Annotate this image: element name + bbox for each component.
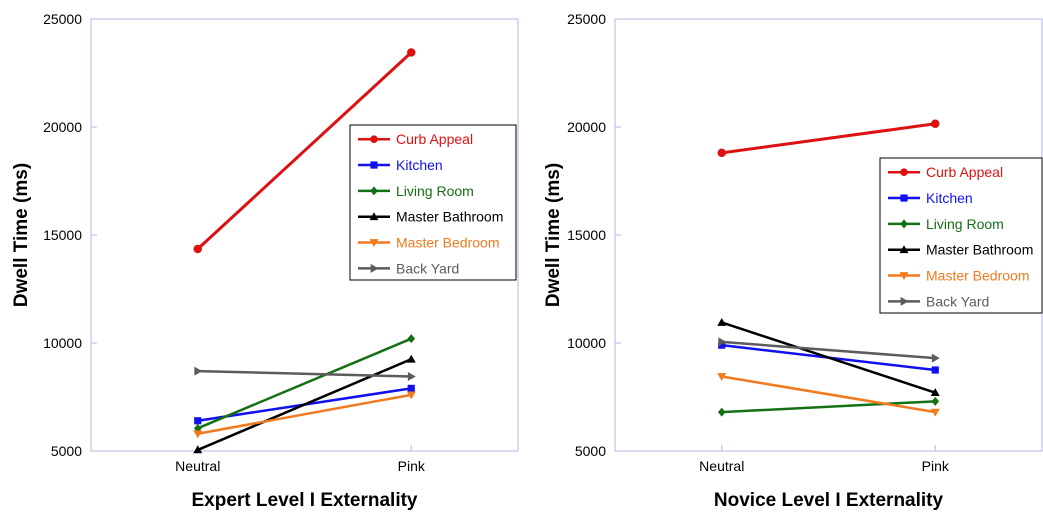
- legend-label-kitchen: Kitchen: [396, 157, 443, 173]
- legend-marker-living-room: [370, 186, 378, 196]
- series-master-bedroom: [193, 391, 416, 439]
- data-point-curb-appeal-neutral: [717, 148, 726, 158]
- series-line-back-yard: [197, 369, 412, 378]
- data-point-curb-appeal-pink: [407, 48, 416, 57]
- y-tick-label: 25000: [567, 11, 606, 27]
- data-point-kitchen-neutral: [718, 341, 726, 349]
- legend-label-back-yard: Back Yard: [926, 293, 989, 309]
- data-point-kitchen-pink: [407, 384, 415, 392]
- series-line-master-bedroom: [721, 375, 936, 414]
- data-point-living-room-pink: [407, 334, 416, 344]
- legend-label-living-room: Living Room: [926, 216, 1004, 232]
- series-master-bathroom: [193, 354, 416, 454]
- series-line-living-room: [721, 400, 936, 414]
- legend-marker-master-bedroom: [899, 272, 909, 281]
- legend-marker-back-yard: [370, 263, 379, 273]
- legend: Curb Appeal Kitchen Living Room Master Bath…: [349, 124, 517, 281]
- legend-marker-living-room: [900, 219, 908, 229]
- data-point-master-bedroom-pink: [930, 408, 940, 417]
- data-point-living-room-neutral: [193, 423, 202, 433]
- data-point-master-bedroom-pink: [406, 391, 416, 400]
- legend-label-curb-appeal: Curb Appeal: [926, 164, 1003, 180]
- y-axis-title: Dwell Time (ms): [543, 163, 564, 307]
- x-tick-label-pink: Pink: [398, 458, 426, 474]
- data-point-living-room-pink: [931, 396, 940, 406]
- legend-label-master-bedroom: Master Bedroom: [396, 235, 499, 251]
- data-point-back-yard-pink: [407, 371, 416, 381]
- legend-label-master-bathroom: Master Bathroom: [926, 242, 1033, 258]
- series-master-bedroom: [717, 373, 940, 417]
- y-tick-label: 10000: [43, 335, 82, 351]
- series-line-master-bathroom: [197, 358, 412, 452]
- x-tick-label-neutral: Neutral: [699, 458, 744, 474]
- y-tick-label: 15000: [567, 227, 606, 243]
- legend-marker-back-yard: [900, 296, 909, 306]
- data-point-kitchen-pink: [931, 366, 939, 374]
- y-tick-label: 15000: [43, 227, 82, 243]
- legend-marker-master-bedroom: [369, 239, 379, 248]
- legend-marker-master-bathroom: [899, 245, 909, 254]
- data-point-back-yard-neutral: [718, 337, 727, 347]
- series-back-yard: [194, 366, 416, 381]
- data-point-curb-appeal-pink: [931, 119, 940, 129]
- legend-marker-curb-appeal: [370, 135, 378, 144]
- data-point-kitchen-neutral: [194, 417, 202, 425]
- data-point-living-room-neutral: [717, 407, 726, 417]
- data-point-curb-appeal-neutral: [193, 244, 202, 254]
- series-line-master-bathroom: [721, 321, 936, 394]
- y-axis-title: Dwell Time (ms): [11, 163, 32, 307]
- legend-label-back-yard: Back Yard: [396, 260, 459, 276]
- data-point-back-yard-pink: [931, 353, 940, 363]
- series-living-room: [717, 396, 940, 417]
- x-axis-title: Novice Level I Externality: [714, 490, 944, 511]
- x-tick-label-neutral: Neutral: [175, 458, 220, 474]
- legend-box: [879, 157, 1043, 314]
- series-line-curb-appeal: [721, 122, 936, 155]
- legend-label-curb-appeal: Curb Appeal: [396, 131, 473, 147]
- legend-marker-kitchen: [900, 194, 908, 202]
- y-tick-label: 20000: [43, 119, 82, 135]
- x-tick-label-pink: Pink: [922, 458, 950, 474]
- series-curb-appeal: [193, 48, 416, 254]
- series-master-bathroom: [717, 317, 940, 397]
- y-tick-label: 10000: [567, 335, 606, 351]
- y-tick-label: 20000: [567, 119, 606, 135]
- data-point-master-bathroom-pink: [406, 354, 416, 363]
- legend-label-kitchen: Kitchen: [926, 190, 973, 206]
- series-line-curb-appeal: [196, 51, 413, 251]
- data-point-master-bathroom-pink: [930, 388, 940, 397]
- legend-marker-kitchen: [370, 161, 378, 169]
- series-line-living-room: [197, 337, 412, 430]
- chart-novice: 5000 10000 15000 20000 25000 Neutral Pink Novic…: [543, 11, 1043, 511]
- data-point-master-bathroom-neutral: [717, 317, 727, 326]
- x-axis-title: Expert Level I Externality: [192, 490, 418, 511]
- series-back-yard: [718, 337, 940, 363]
- data-point-master-bedroom-neutral: [717, 373, 727, 381]
- data-point-master-bedroom-neutral: [193, 430, 203, 439]
- series-line-master-bedroom: [197, 393, 412, 435]
- legend-label-living-room: Living Room: [396, 183, 474, 199]
- legend-label-master-bathroom: Master Bathroom: [396, 209, 503, 225]
- legend-marker-curb-appeal: [900, 168, 908, 177]
- legend: Curb Appeal Kitchen Living Room Master Bath…: [879, 157, 1043, 314]
- series-line-back-yard: [721, 340, 936, 360]
- series-curb-appeal: [717, 119, 940, 158]
- data-point-master-bathroom-neutral: [193, 445, 203, 454]
- data-point-back-yard-neutral: [194, 366, 203, 376]
- legend-label-master-bedroom: Master Bedroom: [926, 268, 1029, 284]
- chart-expert: 5000 10000 15000 20000 25000 Neutral Pink Exper…: [11, 11, 519, 511]
- y-tick-label: 5000: [51, 443, 82, 459]
- legend-box: [349, 124, 517, 281]
- series-living-room: [193, 334, 416, 433]
- legend-marker-master-bathroom: [369, 212, 379, 221]
- y-tick-label: 5000: [575, 443, 606, 459]
- y-tick-label: 25000: [43, 11, 82, 27]
